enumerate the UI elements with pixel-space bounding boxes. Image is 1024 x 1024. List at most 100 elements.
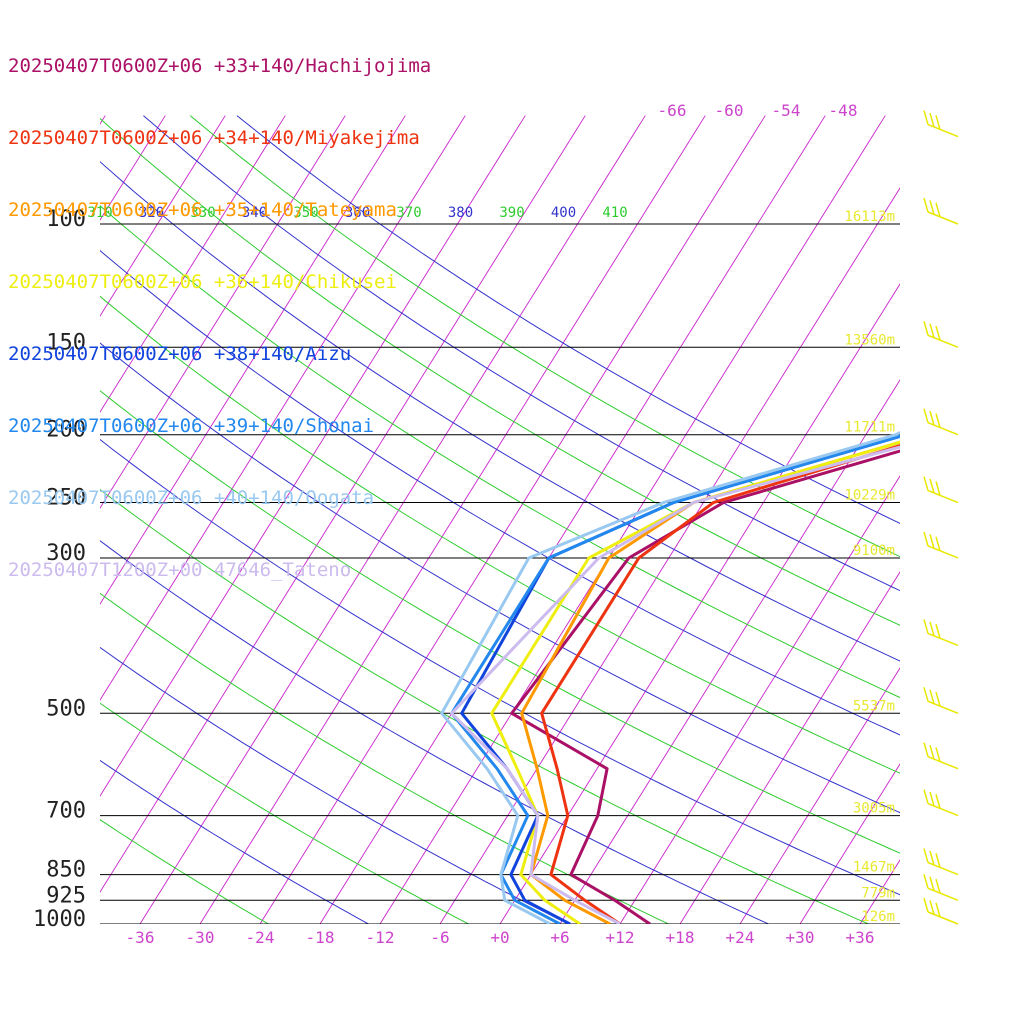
x-tick-label: +6 xyxy=(550,928,569,947)
wind-barb-flag xyxy=(935,853,941,868)
height-label: 10229m xyxy=(844,488,895,504)
wind-barb xyxy=(923,897,959,925)
wind-barb xyxy=(923,848,959,876)
wind-barb xyxy=(923,531,959,559)
pressure-label: 850 xyxy=(46,858,86,883)
legend-entry: 20250407T0600Z+06 +35+140/Tateyama xyxy=(8,199,397,221)
wind-barb-flag xyxy=(923,848,929,863)
dry-adiabat-line xyxy=(100,488,870,924)
theta-label: 320 xyxy=(139,205,164,221)
dry-adiabat-line xyxy=(100,342,900,814)
upper-temp-label: -48 xyxy=(829,101,858,120)
wind-barb-flag xyxy=(923,408,929,423)
wind-barb-flag xyxy=(935,536,941,551)
pressure-label: 1000 xyxy=(33,907,86,932)
wind-barb-flag xyxy=(929,112,935,128)
wind-barb-flag xyxy=(923,789,929,804)
dry-adiabat-line xyxy=(100,646,570,924)
theta-label: 390 xyxy=(499,205,524,221)
x-tick-label: +0 xyxy=(490,928,509,947)
wind-barb xyxy=(923,408,959,436)
wind-barb-flag xyxy=(923,476,929,491)
dry-adiabat-line xyxy=(100,249,900,736)
theta-label: 370 xyxy=(396,205,421,221)
x-tick-label: -12 xyxy=(366,928,395,947)
dry-adiabat-line xyxy=(236,115,900,524)
isotherm-line xyxy=(920,116,1024,924)
series-line xyxy=(460,434,900,924)
x-tick-label: +12 xyxy=(606,928,635,947)
wind-barb-staff xyxy=(927,211,959,225)
dry-adiabat-line xyxy=(100,540,770,924)
isotherm-line xyxy=(739,667,900,924)
isotherm-line xyxy=(619,475,900,924)
wind-barb-staff xyxy=(927,632,959,647)
dry-adiabat-line xyxy=(100,759,370,924)
pressure-label: 500 xyxy=(46,696,86,721)
series-line xyxy=(540,444,900,924)
dry-adiabat-line xyxy=(143,115,900,592)
isotherm-line xyxy=(980,116,1024,924)
x-tick-label: +30 xyxy=(786,928,815,947)
wind-barb-flag xyxy=(935,902,941,918)
wind-barb-flag xyxy=(929,478,935,494)
theta-label: 350 xyxy=(293,205,318,221)
wind-barb-flag xyxy=(929,200,935,215)
wind-barb-flag xyxy=(935,481,941,496)
x-tick-label: +18 xyxy=(666,928,695,947)
pressure-label: 700 xyxy=(46,799,86,824)
isotherm-line xyxy=(100,115,226,317)
wind-barbs xyxy=(923,110,959,925)
isotherm-line xyxy=(319,115,826,924)
legend-entry: 20250407T0600Z+06 +39+140/Shonai xyxy=(8,415,375,437)
wind-barb-flag xyxy=(929,900,935,915)
height-label: 13560m xyxy=(844,332,895,348)
wind-barb-flag xyxy=(923,531,929,547)
wind-barb-staff xyxy=(927,123,959,138)
wind-barb-flag xyxy=(923,687,929,702)
wind-barb xyxy=(923,619,959,647)
isotherm-line xyxy=(100,115,586,893)
wind-barb-flag xyxy=(935,691,941,707)
wind-barb xyxy=(923,110,959,138)
dry-adiabat-line xyxy=(100,161,900,662)
wind-barb-flag xyxy=(935,794,941,809)
series-line xyxy=(450,434,900,924)
wind-barb-flag xyxy=(929,744,935,760)
x-tick-label: -18 xyxy=(306,928,335,947)
wind-barb xyxy=(923,687,959,714)
series-line xyxy=(450,445,900,924)
wind-barb-staff xyxy=(927,700,959,714)
theta-label: 410 xyxy=(602,205,627,221)
legend-entry: 20250407T0600Z+06 +33+140/Hachijojima xyxy=(8,55,432,77)
legend-entry: 20250407T0600Z+06 +36+140/Chikusei xyxy=(8,271,397,293)
wind-barb-flag xyxy=(929,621,935,637)
isotherm-line xyxy=(100,115,286,413)
upper-temp-label: -54 xyxy=(772,101,801,120)
height-label: 11711m xyxy=(844,420,895,436)
pressure-label: 150 xyxy=(46,330,86,355)
wind-barb-flag xyxy=(929,850,935,866)
dry-adiabat-line xyxy=(100,438,900,896)
height-label: 16113m xyxy=(844,209,895,225)
isotherm-line xyxy=(679,571,900,924)
dry-adiabat-line xyxy=(100,702,470,924)
pressure-label: 200 xyxy=(46,418,86,443)
isotherm-line xyxy=(559,379,900,924)
theta-label: 360 xyxy=(345,205,370,221)
pressure-label: 250 xyxy=(46,486,86,511)
pressure-label: 300 xyxy=(46,541,86,566)
wind-barb-staff xyxy=(927,422,959,436)
isotherm-line xyxy=(259,115,766,924)
theta-label: 310 xyxy=(87,205,112,221)
pressure-label: 100 xyxy=(46,207,86,232)
isotherm-line xyxy=(199,115,706,924)
series-line xyxy=(510,449,900,924)
wind-barb-flag xyxy=(929,534,935,549)
theta-label: 330 xyxy=(190,205,215,221)
wind-barb-staff xyxy=(927,756,959,770)
wind-barb-flag xyxy=(929,689,935,704)
height-label: 9100m xyxy=(853,543,895,559)
wind-barb-staff xyxy=(927,545,959,559)
wind-barb-flag xyxy=(923,742,929,757)
